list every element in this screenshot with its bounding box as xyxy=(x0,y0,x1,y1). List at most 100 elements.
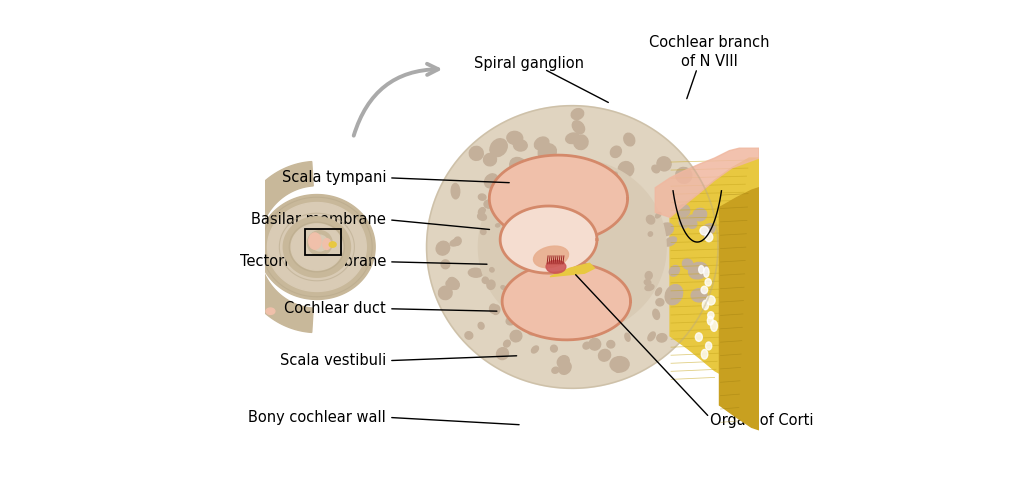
Text: Basilar membrane: Basilar membrane xyxy=(251,212,386,227)
Ellipse shape xyxy=(512,193,517,198)
Polygon shape xyxy=(259,195,375,299)
Ellipse shape xyxy=(573,135,588,150)
Ellipse shape xyxy=(504,340,510,347)
Ellipse shape xyxy=(530,327,537,332)
Ellipse shape xyxy=(482,277,488,284)
Ellipse shape xyxy=(465,331,473,339)
Circle shape xyxy=(312,235,328,251)
Polygon shape xyxy=(670,158,759,388)
Ellipse shape xyxy=(655,288,662,295)
Ellipse shape xyxy=(645,272,652,280)
Ellipse shape xyxy=(552,367,559,373)
Ellipse shape xyxy=(483,154,497,166)
Ellipse shape xyxy=(556,315,560,320)
Text: Tectorial membrane: Tectorial membrane xyxy=(240,254,386,269)
Polygon shape xyxy=(550,263,595,277)
Ellipse shape xyxy=(569,315,577,321)
Ellipse shape xyxy=(648,332,655,341)
Ellipse shape xyxy=(589,318,594,325)
Ellipse shape xyxy=(469,146,483,161)
Ellipse shape xyxy=(589,338,601,350)
Ellipse shape xyxy=(478,207,485,216)
Ellipse shape xyxy=(480,229,486,235)
Ellipse shape xyxy=(266,308,274,315)
Ellipse shape xyxy=(700,226,709,235)
Ellipse shape xyxy=(513,140,527,151)
Ellipse shape xyxy=(454,237,461,245)
Ellipse shape xyxy=(446,279,459,289)
Ellipse shape xyxy=(620,300,629,309)
Ellipse shape xyxy=(610,146,622,158)
Circle shape xyxy=(307,231,332,255)
Ellipse shape xyxy=(624,133,635,146)
Ellipse shape xyxy=(598,349,610,361)
Ellipse shape xyxy=(613,172,617,177)
Ellipse shape xyxy=(665,237,677,246)
Polygon shape xyxy=(500,206,597,273)
Text: Spiral ganglion: Spiral ganglion xyxy=(474,56,585,71)
Ellipse shape xyxy=(484,174,498,188)
Polygon shape xyxy=(478,159,667,335)
Ellipse shape xyxy=(645,285,654,290)
Ellipse shape xyxy=(506,317,516,325)
Ellipse shape xyxy=(656,333,667,342)
Ellipse shape xyxy=(685,215,694,225)
Text: Bony cochlear wall: Bony cochlear wall xyxy=(248,410,386,425)
Ellipse shape xyxy=(656,298,664,306)
Ellipse shape xyxy=(666,285,683,305)
Ellipse shape xyxy=(510,158,527,175)
Polygon shape xyxy=(720,188,759,430)
Polygon shape xyxy=(276,210,357,284)
Ellipse shape xyxy=(678,205,690,217)
Ellipse shape xyxy=(701,349,708,359)
Ellipse shape xyxy=(693,208,707,221)
Ellipse shape xyxy=(452,183,460,199)
Ellipse shape xyxy=(705,233,713,242)
Ellipse shape xyxy=(441,260,450,269)
Ellipse shape xyxy=(568,161,571,165)
Polygon shape xyxy=(502,263,631,340)
Ellipse shape xyxy=(447,278,459,289)
Ellipse shape xyxy=(490,148,497,152)
Ellipse shape xyxy=(507,131,522,144)
Polygon shape xyxy=(267,203,367,291)
Ellipse shape xyxy=(539,144,556,160)
Ellipse shape xyxy=(655,212,662,218)
Polygon shape xyxy=(489,155,628,242)
Ellipse shape xyxy=(703,267,709,277)
Ellipse shape xyxy=(557,356,569,368)
Ellipse shape xyxy=(468,268,483,277)
Ellipse shape xyxy=(489,304,497,313)
Ellipse shape xyxy=(492,305,500,315)
Ellipse shape xyxy=(625,333,630,341)
Ellipse shape xyxy=(484,200,494,208)
Ellipse shape xyxy=(607,340,614,348)
Polygon shape xyxy=(655,148,759,217)
Ellipse shape xyxy=(653,309,659,320)
Ellipse shape xyxy=(551,345,557,352)
Ellipse shape xyxy=(706,279,712,286)
Ellipse shape xyxy=(708,312,714,319)
Ellipse shape xyxy=(688,262,708,279)
Ellipse shape xyxy=(490,139,507,157)
Ellipse shape xyxy=(707,296,715,305)
Ellipse shape xyxy=(670,265,680,276)
Ellipse shape xyxy=(658,223,674,236)
Ellipse shape xyxy=(652,165,659,173)
Ellipse shape xyxy=(646,215,654,224)
Ellipse shape xyxy=(618,162,634,177)
Ellipse shape xyxy=(308,233,322,249)
Ellipse shape xyxy=(657,157,671,171)
Ellipse shape xyxy=(552,162,558,167)
Polygon shape xyxy=(284,217,350,277)
Ellipse shape xyxy=(587,318,591,324)
Ellipse shape xyxy=(510,330,522,342)
Ellipse shape xyxy=(478,194,486,200)
Ellipse shape xyxy=(682,259,693,269)
Ellipse shape xyxy=(438,286,453,299)
Ellipse shape xyxy=(565,133,580,144)
Ellipse shape xyxy=(534,246,568,268)
Ellipse shape xyxy=(698,266,703,274)
Ellipse shape xyxy=(691,288,707,302)
Ellipse shape xyxy=(648,232,652,236)
